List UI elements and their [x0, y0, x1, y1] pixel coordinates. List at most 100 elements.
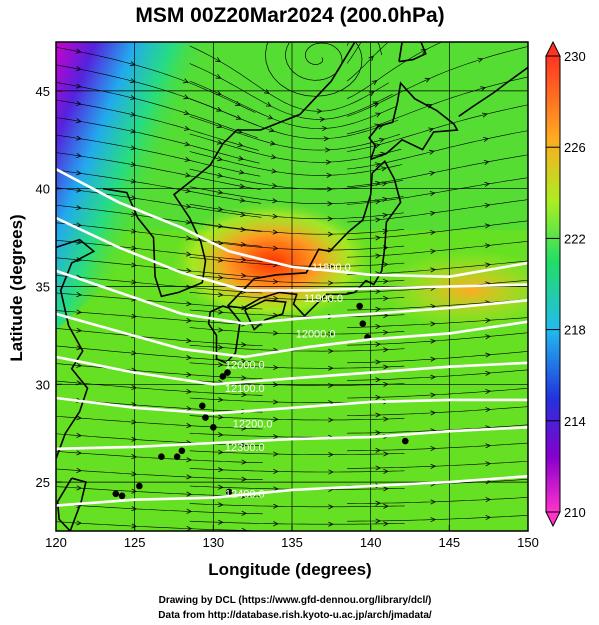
wind-arrowhead: [430, 230, 436, 236]
cold-air-region: [56, 42, 250, 330]
contour-label: 11900.0: [304, 293, 343, 305]
wind-arrowhead: [326, 172, 333, 178]
wind-arrowhead: [484, 181, 491, 187]
wind-arrowhead: [263, 88, 270, 95]
island: [202, 414, 209, 421]
wind-arrowhead: [239, 197, 246, 203]
x-tick-label: 135: [281, 535, 303, 550]
streamline: [56, 433, 263, 447]
colorbar-gradient: [545, 55, 561, 513]
wind-arrowhead: [382, 278, 389, 284]
wind-arrowhead: [383, 347, 389, 353]
contour-label: 12400.0: [225, 489, 265, 501]
wind-arrowhead: [240, 226, 247, 232]
wind-arrowhead: [76, 467, 83, 473]
footer-credit-data: Data from http://database.rish.kyoto-u.a…: [158, 610, 432, 621]
island: [359, 320, 367, 327]
x-tick-label: 130: [202, 535, 224, 550]
wind-arrowhead: [538, 127, 543, 131]
colorbar-tick-label: 222: [564, 231, 586, 246]
streamline: [56, 82, 258, 138]
island: [199, 402, 206, 410]
wind-arrowhead: [217, 206, 224, 212]
wind-arrowhead: [319, 116, 326, 122]
wind-arrowhead: [130, 211, 137, 217]
wind-arrowhead: [383, 364, 389, 370]
coast-kuril: [458, 66, 528, 117]
wind-arrowhead: [371, 80, 378, 86]
wind-arrowhead: [430, 304, 437, 310]
streamline: [346, 42, 362, 64]
wind-arrowhead: [76, 450, 83, 456]
contour-label: 12000.0: [225, 360, 265, 372]
wind-arrowhead: [76, 205, 82, 211]
wind-arrowhead: [383, 295, 389, 302]
wind-arrowhead: [239, 183, 246, 189]
wind-arrowhead: [130, 95, 137, 100]
wind-arrowhead: [473, 27, 478, 31]
island: [112, 490, 120, 498]
wind-arrowhead: [238, 155, 245, 161]
wind-arrowhead: [430, 517, 437, 523]
wind-arrowhead: [430, 410, 437, 416]
wind-arrowhead: [430, 248, 436, 254]
wind-arrowhead: [131, 402, 138, 408]
streamline: [347, 497, 528, 504]
streamline: [56, 328, 263, 346]
wind-arrowhead: [323, 136, 330, 142]
wind-arrowhead: [272, 198, 278, 204]
wind-arrowhead: [76, 152, 82, 158]
wind-arrowhead: [217, 240, 224, 246]
wind-arrowhead: [186, 284, 192, 290]
wind-arrowhead: [186, 405, 192, 412]
wind-arrowhead: [382, 196, 388, 202]
wind-arrowhead: [380, 166, 387, 172]
wind-arrowhead: [374, 123, 381, 129]
wind-arrowhead: [131, 228, 137, 234]
colorbar-tick-label: 230: [564, 49, 586, 64]
wind-arrowhead: [375, 359, 382, 365]
y-tick-label: 30: [36, 377, 50, 392]
x-axis-label: Longitude (degrees): [208, 560, 371, 579]
wind-arrowhead: [429, 191, 436, 197]
wind-arrowhead: [186, 423, 193, 429]
wind-arrowhead: [186, 355, 192, 361]
wind-arrowhead: [238, 169, 245, 175]
x-tick-label: 150: [517, 535, 539, 550]
wind-arrowhead: [375, 341, 382, 347]
x-tick-label: 120: [45, 535, 67, 550]
wind-arrowhead: [184, 141, 191, 147]
streamline: [189, 168, 403, 190]
wind-arrowhead: [272, 229, 279, 235]
wind-arrowhead: [272, 245, 279, 251]
wind-arrowhead: [217, 223, 224, 229]
wind-arrowhead: [328, 504, 334, 510]
streamline: [56, 345, 263, 363]
wind-arrowhead: [217, 189, 224, 195]
y-axis-label: Latitude (degrees): [7, 214, 26, 361]
wind-arrowhead: [217, 156, 223, 162]
wind-arrowhead: [430, 356, 437, 362]
streamline: [56, 310, 263, 326]
height-contour-line: [56, 474, 528, 507]
wind-arrowhead: [131, 523, 138, 529]
island: [178, 447, 186, 455]
wind-arrowhead: [131, 384, 137, 390]
wind-arrowhead: [382, 228, 389, 234]
wind-arrowhead: [241, 392, 247, 398]
wind-arrowhead: [368, 55, 374, 62]
y-tick-labels: 25 30 35 40 45: [36, 84, 62, 490]
streamline: [56, 415, 263, 430]
wind-arrowhead: [382, 262, 389, 268]
wind-arrowhead: [186, 508, 193, 514]
wind-arrowhead: [328, 331, 334, 337]
wind-arrowhead: [235, 114, 242, 120]
wind-arrowhead: [480, 86, 487, 92]
wind-arrowhead: [428, 127, 435, 133]
wind-arrowhead: [268, 127, 275, 133]
streamline: [346, 42, 443, 99]
wind-arrowhead: [485, 461, 492, 467]
wind-arrowhead: [185, 203, 192, 209]
wind-arrowhead: [477, 57, 484, 63]
streamline: [56, 46, 256, 113]
